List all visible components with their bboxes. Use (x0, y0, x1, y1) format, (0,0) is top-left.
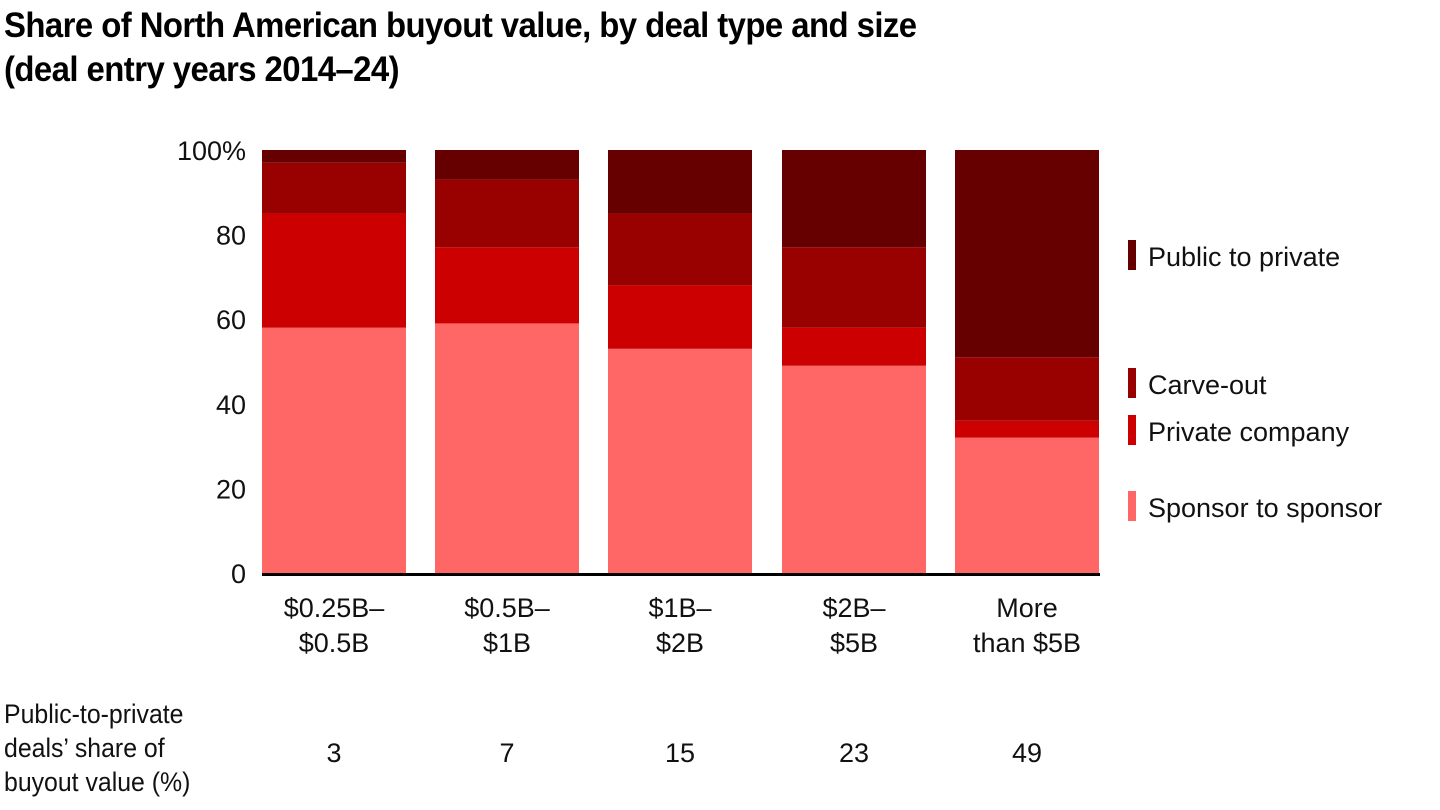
bar-segment-private-company (955, 420, 1099, 438)
x-tick-label: $1B– (648, 593, 711, 623)
legend-label: Sponsor to sponsor (1148, 493, 1382, 523)
bar-group (262, 150, 406, 573)
bar-segment-public-to-private (955, 150, 1099, 358)
x-axis-labels: $0.25B– $0.5B $0.5B– $1B $1B– $2B $2B– $5B More t… (284, 593, 1081, 658)
legend-swatch (1128, 491, 1136, 521)
legend-swatch (1128, 415, 1136, 445)
chart-title-line-2: (deal entry years 2014–24) (4, 50, 400, 89)
ptp-share-value: 7 (499, 738, 514, 768)
chart-title: Share of North American buyout value, by… (4, 4, 1226, 92)
x-tick-label: $0.5B– (464, 593, 550, 623)
ptp-share-row-label-line-1: Public-to-private (4, 699, 184, 729)
legend-label: Carve-out (1148, 370, 1267, 400)
bar-segment-private-company (608, 285, 752, 349)
ptp-share-values: 3 7 15 23 49 (326, 738, 1042, 768)
bar-group (782, 150, 926, 573)
x-tick-label: $1B (483, 628, 531, 658)
legend-label: Private company (1148, 417, 1350, 447)
ptp-share-row-label-line-3: buyout value (%) (4, 767, 191, 797)
y-tick-label: 20 (216, 474, 246, 504)
bar-segment-sponsor-to-sponsor (608, 348, 752, 573)
legend-swatch (1128, 240, 1136, 270)
y-axis-ticks: 0 20 40 60 80 100% (177, 136, 246, 589)
ptp-share-row-label: Public-to-private deals’ share of buyout… (4, 697, 190, 799)
x-tick-label: $0.25B– (284, 593, 385, 623)
bar-group (608, 150, 752, 573)
bars (262, 150, 1099, 573)
ptp-share-value: 49 (1012, 738, 1042, 768)
legend-swatch (1128, 368, 1136, 398)
ptp-share-value: 15 (665, 738, 695, 768)
y-tick-label: 40 (216, 390, 246, 420)
y-tick-label: 0 (231, 559, 246, 589)
x-tick-label: $0.5B (299, 628, 370, 658)
bar-segment-carve-out (955, 357, 1099, 421)
x-tick-label: More (996, 593, 1058, 623)
bar-segment-private-company (262, 213, 406, 328)
y-tick-label: 100% (177, 136, 246, 166)
bar-segment-sponsor-to-sponsor (262, 327, 406, 573)
bar-group (435, 150, 579, 573)
bar-segment-private-company (782, 327, 926, 366)
y-tick-label: 60 (216, 305, 246, 335)
bar-group (955, 150, 1099, 573)
bar-segment-sponsor-to-sponsor (435, 323, 579, 573)
legend-item: Private company (1128, 415, 1350, 447)
bar-segment-public-to-private (435, 150, 579, 180)
bar-segment-public-to-private (262, 150, 406, 163)
ptp-share-value: 23 (839, 738, 869, 768)
legend-item: Carve-out (1128, 368, 1267, 400)
bar-segment-private-company (435, 247, 579, 324)
x-tick-label: $5B (830, 628, 878, 658)
ptp-share-row-label-line-2: deals’ share of (4, 733, 165, 763)
legend: Public to private Carve-out Private compan… (1128, 240, 1382, 523)
x-tick-label: $2B (656, 628, 704, 658)
legend-label: Public to private (1148, 242, 1340, 272)
x-tick-label: $2B– (822, 593, 885, 623)
x-tick-label: than $5B (973, 628, 1081, 658)
bar-segment-public-to-private (608, 150, 752, 214)
legend-item: Sponsor to sponsor (1128, 491, 1382, 523)
bar-segment-sponsor-to-sponsor (955, 437, 1099, 573)
chart-title-line-1: Share of North American buyout value, by… (4, 6, 917, 45)
bar-segment-sponsor-to-sponsor (782, 365, 926, 573)
bar-segment-carve-out (608, 213, 752, 286)
bar-segment-carve-out (262, 162, 406, 214)
ptp-share-value: 3 (326, 738, 341, 768)
legend-item: Public to private (1128, 240, 1340, 272)
bar-segment-carve-out (435, 179, 579, 248)
bar-segment-public-to-private (782, 150, 926, 248)
bar-segment-carve-out (782, 247, 926, 328)
y-tick-label: 80 (216, 221, 246, 251)
